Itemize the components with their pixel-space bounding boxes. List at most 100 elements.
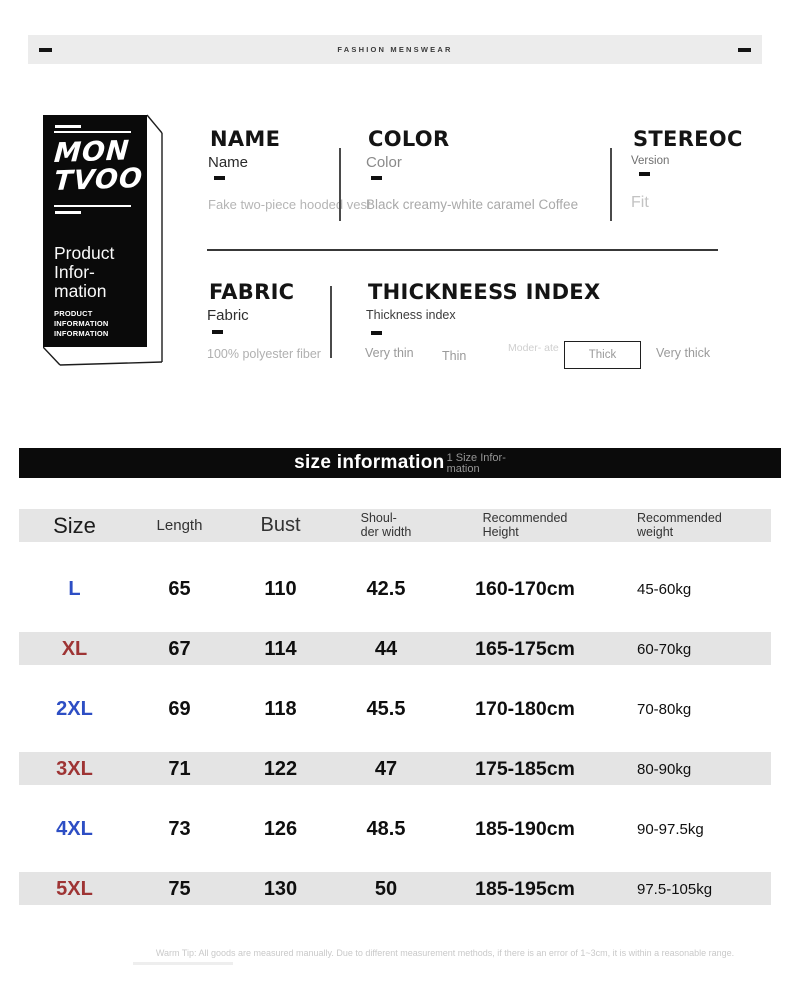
- cell-shoulder: 48.5: [366, 817, 406, 840]
- table-row-3xl: 3XL 71 122 47 175-185cm 80-90kg: [19, 739, 771, 799]
- logo-rule-bottom-long: [54, 205, 131, 207]
- cell-size: 2XL: [56, 697, 93, 720]
- logo-caption: Product Infor- mation: [54, 243, 115, 301]
- cell-height: 175-185cm: [475, 757, 575, 780]
- logo-rule-top-long: [54, 131, 131, 133]
- name-value: Fake two-piece hooded vest: [208, 197, 371, 212]
- cell-bust: 122: [263, 757, 298, 780]
- cell-length: 71: [168, 757, 191, 780]
- logo-front-face: MON TVOO Product Infor- mation PRODUCT I…: [43, 115, 147, 347]
- table-row-5xl: 5XL 75 130 50 185-195cm 97.5-105kg: [19, 859, 771, 919]
- logo-rule-bottom-short: [55, 211, 81, 214]
- cell-height: 160-170cm: [475, 577, 575, 600]
- color-heading: COLOR: [368, 127, 450, 151]
- cell-length: 65: [168, 577, 191, 600]
- cell-size: 4XL: [56, 817, 93, 840]
- fabric-underline-dash: [212, 330, 223, 334]
- size-information-banner: size information 1 Size Infor- mation: [19, 448, 781, 478]
- cell-bust: 130: [263, 877, 298, 900]
- size-table-header: Size Length Bust Shoul- der width Recomm…: [19, 509, 771, 542]
- cell-bust: 110: [264, 577, 297, 600]
- header-bust: Bust: [260, 514, 301, 536]
- size-banner-title: size information: [294, 452, 445, 473]
- cell-weight: 90-97.5kg: [637, 820, 704, 838]
- thickness-option-thin: Thin: [442, 349, 467, 363]
- cell-length: 73: [168, 817, 191, 840]
- cell-weight: 97.5-105kg: [637, 880, 713, 898]
- table-row-xl: XL 67 114 44 165-175cm 60-70kg: [19, 619, 771, 679]
- header-recommended-weight: Recommended weight: [637, 511, 722, 539]
- cell-weight: 60-70kg: [637, 640, 692, 658]
- top-bar: FASHION MENSWEAR: [28, 35, 762, 64]
- cell-length: 67: [168, 637, 191, 660]
- thickness-underline-dash: [371, 331, 382, 335]
- cell-length: 69: [168, 697, 191, 720]
- cell-weight: 45-60kg: [637, 580, 692, 598]
- fabric-heading: FABRIC: [209, 280, 295, 304]
- size-table-body: L 65 110 42.5 160-170cm 45-60kg XL 67 11…: [19, 559, 771, 919]
- table-row-2xl: 2XL 69 118 45.5 170-180cm 70-80kg: [19, 679, 771, 739]
- divider-color-version: [610, 148, 612, 221]
- logo-rule-top-short: [55, 125, 81, 128]
- header-length: Length: [156, 517, 203, 534]
- cell-weight: 70-80kg: [637, 700, 692, 718]
- color-underline-dash: [371, 176, 382, 180]
- header-size: Size: [53, 512, 96, 538]
- divider-name-color: [339, 148, 341, 221]
- header-recommended-height: Recommended Height: [482, 511, 568, 539]
- cell-height: 185-195cm: [475, 877, 575, 900]
- logo-wordmark-line2: TVOO: [52, 162, 145, 197]
- name-label: Name: [208, 154, 249, 171]
- version-heading: STEREOC: [633, 127, 743, 151]
- divider-fabric-thickness: [330, 286, 332, 358]
- size-table: Size Length Bust Shoul- der width Recomm…: [19, 509, 771, 919]
- version-underline-dash: [639, 172, 650, 176]
- cell-shoulder: 44: [374, 637, 398, 660]
- cell-shoulder: 45.5: [366, 697, 406, 720]
- horizontal-divider: [207, 249, 718, 251]
- color-value: Black creamy-white caramel Coffee: [366, 197, 579, 212]
- cell-bust: 118: [264, 697, 297, 720]
- thickness-option-thick-label: Thick: [588, 349, 617, 361]
- warm-tip-text: Warm Tip: All goods are measured manuall…: [155, 948, 735, 958]
- thickness-heading: THICKNEESS INDEX: [368, 280, 601, 304]
- box-outline-3d: [43, 114, 163, 366]
- color-label: Color: [366, 154, 402, 171]
- thickness-option-very-thick: Very thick: [656, 346, 711, 360]
- cell-size: 3XL: [56, 757, 93, 780]
- version-value: Fit: [631, 194, 649, 211]
- name-underline-dash: [214, 176, 225, 180]
- thickness-option-thick-selected: Thick: [564, 341, 641, 369]
- cell-shoulder: 42.5: [366, 577, 406, 600]
- cell-length: 75: [168, 877, 191, 900]
- faint-text-artifact: [133, 962, 233, 965]
- cell-size: XL: [61, 637, 88, 660]
- thickness-option-moderate: Moder- ate: [508, 342, 559, 354]
- left-dash-icon: [39, 48, 52, 52]
- cell-height: 170-180cm: [475, 697, 575, 720]
- brand-text: FASHION MENSWEAR: [337, 45, 453, 54]
- right-dash-icon: [738, 48, 751, 52]
- cell-shoulder: 47: [374, 757, 398, 780]
- logo-subcaption: PRODUCT INFORMATION INFORMATION: [54, 309, 109, 338]
- table-row-4xl: 4XL 73 126 48.5 185-190cm 90-97.5kg: [19, 799, 771, 859]
- thickness-label: Thickness index: [366, 308, 456, 322]
- thickness-option-very-thin: Very thin: [365, 346, 414, 360]
- size-banner-subtitle: 1 Size Infor- mation: [446, 452, 506, 475]
- cell-size: 5XL: [56, 877, 93, 900]
- cell-shoulder: 50: [374, 877, 398, 900]
- fabric-value: 100% polyester fiber: [207, 347, 321, 361]
- fabric-label: Fabric: [207, 307, 249, 324]
- cell-weight: 80-90kg: [637, 760, 692, 778]
- logo-box: MON TVOO Product Infor- mation PRODUCT I…: [43, 110, 168, 372]
- version-label: Version: [631, 155, 670, 167]
- table-row-l: L 65 110 42.5 160-170cm 45-60kg: [19, 559, 771, 619]
- cell-bust: 114: [264, 637, 297, 660]
- cell-height: 165-175cm: [475, 637, 575, 660]
- cell-size: L: [68, 577, 81, 600]
- header-shoulder-width: Shoul- der width: [360, 511, 412, 539]
- cell-bust: 126: [263, 817, 298, 840]
- name-heading: NAME: [210, 127, 281, 151]
- cell-height: 185-190cm: [475, 817, 575, 840]
